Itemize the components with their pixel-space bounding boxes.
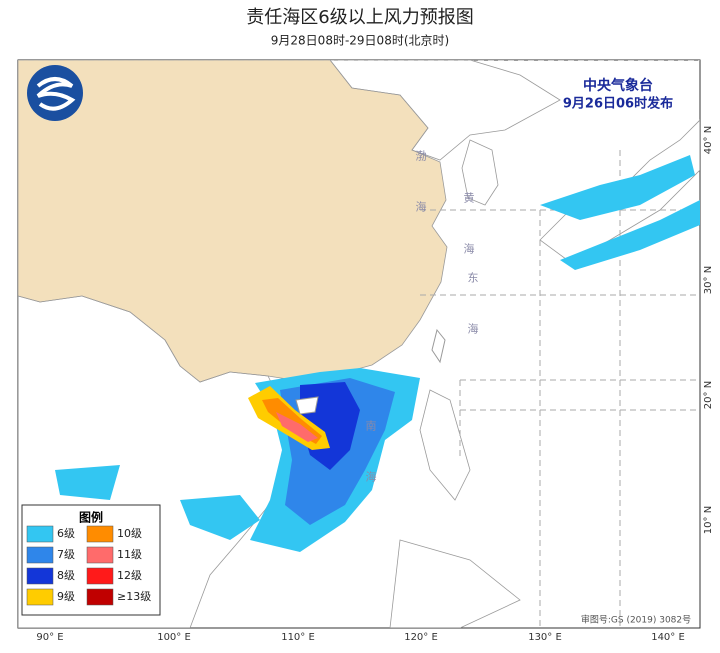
southeast-asia xyxy=(18,295,291,628)
logo-mark xyxy=(36,77,76,111)
borneo xyxy=(389,539,521,628)
legend-label: ≥13级 xyxy=(117,590,151,603)
taiwan xyxy=(431,328,446,364)
issuer-name: 中央气象台 xyxy=(583,77,653,94)
hainan xyxy=(295,396,319,415)
legend-swatch xyxy=(26,588,54,606)
legend-label: 11级 xyxy=(117,548,142,561)
lon-label: 110° E xyxy=(281,632,315,643)
logo xyxy=(27,65,83,121)
legend-label: 7级 xyxy=(57,548,75,561)
legend: 图例 6级 7级 8级 9级 10级 11级 12级 ≥13级 xyxy=(21,504,161,616)
subtitle: 9月28日08时-29日08时(北京时) xyxy=(271,34,449,48)
legend-swatch xyxy=(86,567,114,585)
legend-swatch xyxy=(86,588,114,606)
lat-label: 30° N xyxy=(703,266,714,294)
philippines xyxy=(419,389,471,501)
lon-label: 90° E xyxy=(36,632,63,643)
wind-zone-6-japan xyxy=(540,155,700,270)
northeast-land xyxy=(329,60,561,161)
lon-label: 130° E xyxy=(528,632,562,643)
legend-label: 12级 xyxy=(117,569,142,582)
lat-label: 10° N xyxy=(703,506,714,534)
map-body xyxy=(18,60,700,628)
wind-zone-11 xyxy=(276,412,318,442)
approval: 审图号:GS (2019) 3082号 xyxy=(581,614,691,626)
legend-label: 10级 xyxy=(117,527,142,540)
title: 责任海区6级以上风力预报图 xyxy=(246,7,473,28)
legend-swatch xyxy=(26,525,54,543)
legend-swatch xyxy=(26,546,54,564)
legend-swatch xyxy=(26,567,54,585)
sea-label: 黄海 xyxy=(462,191,475,294)
lat-label: 40° N xyxy=(703,126,714,154)
legend-label: 9级 xyxy=(57,590,75,603)
sea-label: 渤海 xyxy=(414,150,427,252)
legend-swatch xyxy=(86,525,114,543)
legend-swatch xyxy=(86,546,114,564)
legend-label: 8级 xyxy=(57,569,75,582)
korea xyxy=(461,139,499,206)
issuer-time: 9月26日06时发布 xyxy=(563,96,673,112)
lon-label: 100° E xyxy=(157,632,191,643)
legend-title: 图例 xyxy=(79,510,103,525)
lat-label: 20° N xyxy=(703,381,714,409)
sea-label: 南海 xyxy=(364,420,377,522)
legend-label: 6级 xyxy=(57,527,75,540)
lon-label: 140° E xyxy=(651,632,685,643)
sea-label: 东海 xyxy=(466,272,479,374)
wind-zone-6-west xyxy=(55,465,260,540)
lon-label: 120° E xyxy=(404,632,438,643)
